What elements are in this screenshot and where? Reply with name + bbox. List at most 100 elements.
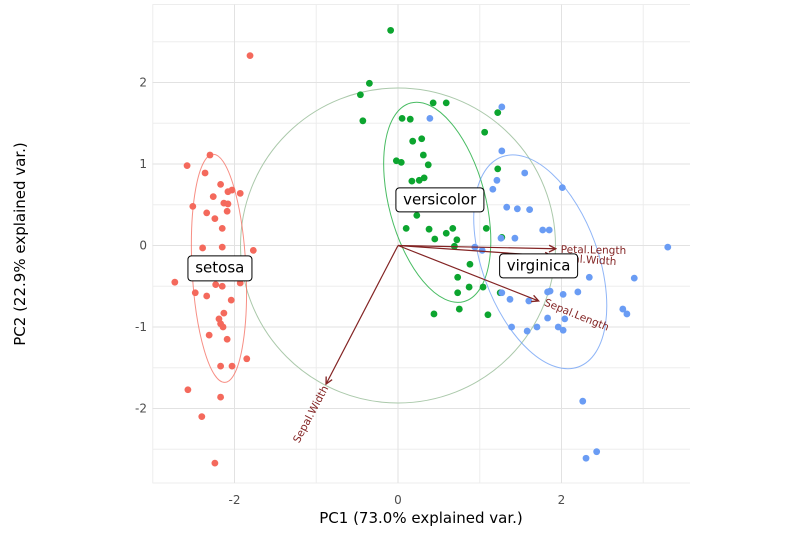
data-point-setosa [243,355,251,363]
data-point-versicolor [431,235,439,243]
data-point-setosa [211,215,219,223]
data-point-versicolor [365,79,373,87]
data-point-setosa [228,362,236,370]
data-point-virginica [630,274,638,282]
data-point-versicolor [409,137,417,145]
data-point-virginica [506,295,514,303]
data-point-virginica [498,103,506,111]
group-label-setosa: setosa [187,255,253,281]
data-point-setosa [218,224,226,232]
data-point-virginica [489,185,497,193]
data-point-versicolor [387,26,395,34]
data-point-setosa [246,52,254,60]
data-point-setosa [201,169,209,177]
axis-tick-labels: -2 0 2 -2 -1 0 1 2 [135,76,565,508]
data-point-setosa [224,200,232,208]
data-point-setosa [220,309,228,317]
data-point-versicolor [494,165,502,173]
data-point-virginica [533,323,541,331]
data-point-setosa [223,335,231,343]
data-point-setosa [203,209,211,217]
group-label-versicolor: versicolor [395,187,485,213]
data-point-setosa [198,413,206,421]
data-point-virginica [511,234,519,242]
data-point-virginica [579,397,587,405]
data-point-virginica [498,147,506,155]
data-point-setosa [205,331,213,339]
data-point-versicolor [418,135,426,143]
data-point-versicolor [449,224,457,232]
data-point-versicolor [425,225,433,233]
data-point-virginica [503,203,511,211]
y-tick-label: -1 [135,320,147,334]
data-point-versicolor [424,161,432,169]
data-point-versicolor [442,99,450,107]
data-point-versicolor [466,260,474,268]
data-point-virginica [497,234,505,242]
data-point-virginica [508,323,516,331]
data-point-versicolor [413,211,421,219]
data-point-versicolor [454,289,462,297]
data-point-versicolor [356,91,364,99]
data-point-setosa [236,279,244,287]
y-axis-title: PC2 (22.9% explained var.) [11,142,29,346]
chart-shapes: Petal.LengthPetal.WidthSepal.LengthSepal… [171,26,672,467]
data-point-virginica [493,176,501,184]
data-point-virginica [478,246,486,254]
loading-label-sepal-length: Sepal.Length [542,297,610,334]
data-point-virginica [574,288,582,296]
data-point-virginica [523,327,531,335]
data-point-setosa [236,189,244,197]
x-tick-label: 0 [394,493,402,507]
data-point-virginica [558,184,566,192]
data-point-setosa [217,393,225,401]
data-point-versicolor [482,224,490,232]
data-point-setosa [191,289,199,297]
y-tick-label: 2 [139,76,147,90]
x-tick-label: 2 [558,493,566,507]
y-tick-label: 0 [139,239,147,253]
data-point-setosa [184,386,192,394]
data-point-setosa [224,188,232,196]
data-point-setosa [217,180,225,188]
data-point-virginica [544,314,552,322]
data-point-setosa [217,362,225,370]
data-point-virginica [539,226,547,234]
data-point-setosa [218,282,226,290]
data-point-virginica [559,326,567,334]
data-point-virginica [664,243,672,251]
loading-arrow-sepal-length [397,244,539,301]
data-point-versicolor [430,310,438,318]
data-point-setosa [219,323,227,331]
data-point-setosa [199,244,207,252]
data-point-versicolor [397,158,405,166]
data-point-versicolor [429,99,437,107]
data-point-virginica [554,323,562,331]
data-point-versicolor [454,273,462,281]
data-point-virginica [521,169,529,177]
data-point-virginica [561,315,569,323]
data-point-virginica [526,206,534,214]
data-point-setosa [209,193,217,201]
data-point-versicolor [419,151,427,159]
data-point-setosa [227,296,235,304]
data-point-versicolor [455,305,463,313]
x-tick-label: -2 [229,493,241,507]
group-label-virginica: virginica [498,253,579,279]
data-point-virginica [559,291,567,298]
data-point-virginica [623,310,631,318]
data-point-virginica [545,226,553,234]
data-point-versicolor [484,311,492,319]
data-point-setosa [212,281,220,289]
data-point-versicolor [465,283,473,291]
loading-arrow-petal-length [397,246,556,249]
data-point-versicolor [481,128,489,136]
data-point-versicolor [442,229,450,237]
data-point-setosa [223,207,231,215]
y-tick-label: 1 [139,157,147,171]
data-point-setosa [206,151,214,159]
data-point-setosa [183,162,191,170]
data-point-versicolor [479,283,487,291]
